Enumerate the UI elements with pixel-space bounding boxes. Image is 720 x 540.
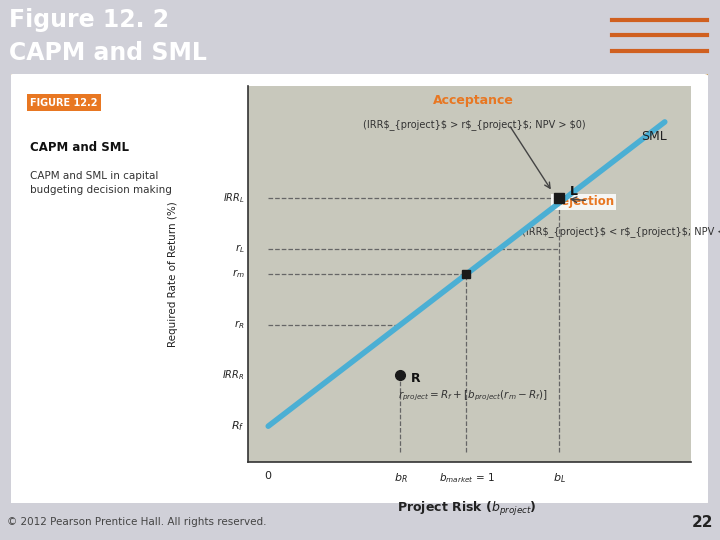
Text: Required Rate of Return (%): Required Rate of Return (%) [168, 201, 178, 347]
Text: Acceptance: Acceptance [433, 94, 513, 107]
Text: CAPM and SML in capital
budgeting decision making: CAPM and SML in capital budgeting decisi… [30, 171, 172, 194]
Text: CAPM and SML: CAPM and SML [30, 140, 130, 153]
Text: CAPM and SML: CAPM and SML [9, 40, 207, 65]
Text: $b_L$: $b_L$ [552, 471, 565, 484]
Text: $b_R$: $b_R$ [394, 471, 408, 484]
Text: FIGURE 12.2: FIGURE 12.2 [30, 98, 98, 107]
Text: 0: 0 [265, 471, 271, 481]
Text: $r_L$: $r_L$ [235, 242, 244, 255]
Text: $IRR_R$: $IRR_R$ [222, 369, 244, 382]
FancyBboxPatch shape [6, 72, 711, 507]
Text: Figure 12. 2: Figure 12. 2 [9, 9, 168, 32]
Text: $R_f$: $R_f$ [231, 419, 244, 433]
Text: (IRR$_{project}$ > r$_{project}$; NPV > $0): (IRR$_{project}$ > r$_{project}$; NPV > … [364, 119, 586, 130]
Text: $r_{project} = R_f + [b_{project}(r_m - R_f)]$: $r_{project} = R_f + [b_{project}(r_m - … [398, 389, 548, 403]
Text: R: R [411, 372, 420, 384]
Text: Project Risk ($b_{project}$): Project Risk ($b_{project}$) [397, 500, 536, 518]
Text: $b_{market}$ = 1: $b_{market}$ = 1 [438, 471, 495, 484]
Text: © 2012 Pearson Prentice Hall. All rights reserved.: © 2012 Pearson Prentice Hall. All rights… [7, 517, 266, 528]
Text: $r_R$: $r_R$ [234, 319, 244, 331]
Text: SML: SML [641, 130, 667, 143]
Text: (IRR$_{project}$ < r$_{project}$; NPV < $0): (IRR$_{project}$ < r$_{project}$; NPV < … [522, 226, 720, 237]
Text: $IRR_L$: $IRR_L$ [222, 191, 244, 205]
Text: Rejection: Rejection [552, 195, 615, 208]
Text: L: L [570, 185, 577, 198]
Text: 22: 22 [691, 515, 713, 530]
Text: $r_m$: $r_m$ [232, 268, 244, 280]
